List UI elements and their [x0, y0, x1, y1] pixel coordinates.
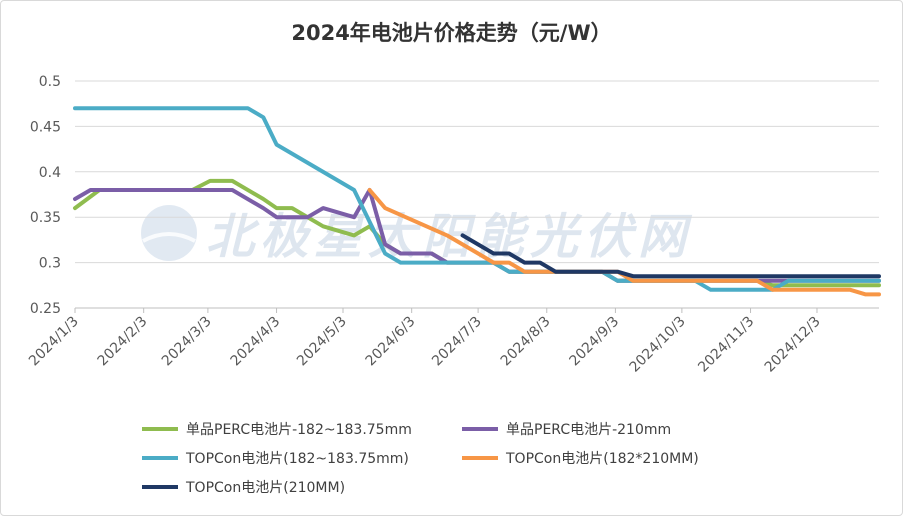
y-tick-label: 0.4: [39, 165, 61, 181]
x-tick-label: 2024/3/3: [159, 314, 215, 370]
x-tick-label: 2024/9/3: [566, 314, 622, 370]
x-tick-label: 2024/11/3: [695, 314, 757, 376]
y-tick-label: 0.45: [30, 119, 61, 135]
legend-item-topcon-182: TOPCon电池片(182~183.75mm): [142, 448, 409, 468]
x-tick-label: 2024/7/3: [429, 314, 485, 370]
y-tick-label: 0.35: [30, 210, 61, 226]
x-tick-label: 2024/2/3: [95, 314, 151, 370]
legend-swatch: [462, 456, 498, 460]
legend-label: TOPCon电池片(182~183.75mm): [186, 451, 409, 467]
x-tick-label: 2024/1/3: [26, 314, 82, 370]
legend-swatch: [462, 427, 498, 431]
x-tick-label: 2024/4/3: [228, 314, 284, 370]
legend-swatch: [142, 456, 178, 460]
x-tick-label: 2024/5/3: [294, 314, 350, 370]
series-line-5: [460, 233, 881, 279]
x-tick-label: 2024/6/3: [363, 314, 419, 370]
y-tick-label: 0.5: [39, 74, 61, 90]
x-tick-label: 2024/8/3: [498, 314, 554, 370]
x-tick-label: 2024/12/3: [762, 314, 824, 376]
legend-item-perc-210: 单品PERC电池片-210mm: [462, 419, 671, 439]
series-line-3: [73, 106, 881, 292]
legend-label: 单品PERC电池片-182~183.75mm: [186, 422, 412, 438]
watermark-logo-wave: [142, 232, 196, 243]
legend-label: TOPCon电池片(210MM): [186, 480, 346, 496]
legend-item-topcon-210: TOPCon电池片(210MM): [142, 477, 345, 497]
x-tick-label: 2024/10/3: [627, 314, 689, 376]
legend-label: 单品PERC电池片-210mm: [506, 422, 672, 438]
legend-item-topcon-182x210: TOPCon电池片(182*210MM): [462, 448, 699, 468]
y-tick-label: 0.3: [39, 256, 61, 272]
chart-title: 2024年电池片价格走势（元/W）: [291, 21, 612, 45]
legend-swatch: [142, 485, 178, 489]
y-tick-label: 0.25: [30, 301, 61, 317]
legend-swatch: [142, 427, 178, 431]
legend-item-perc-182: 单品PERC电池片-182~183.75mm: [142, 419, 412, 439]
legend-label: TOPCon电池片(182*210MM): [506, 451, 699, 467]
